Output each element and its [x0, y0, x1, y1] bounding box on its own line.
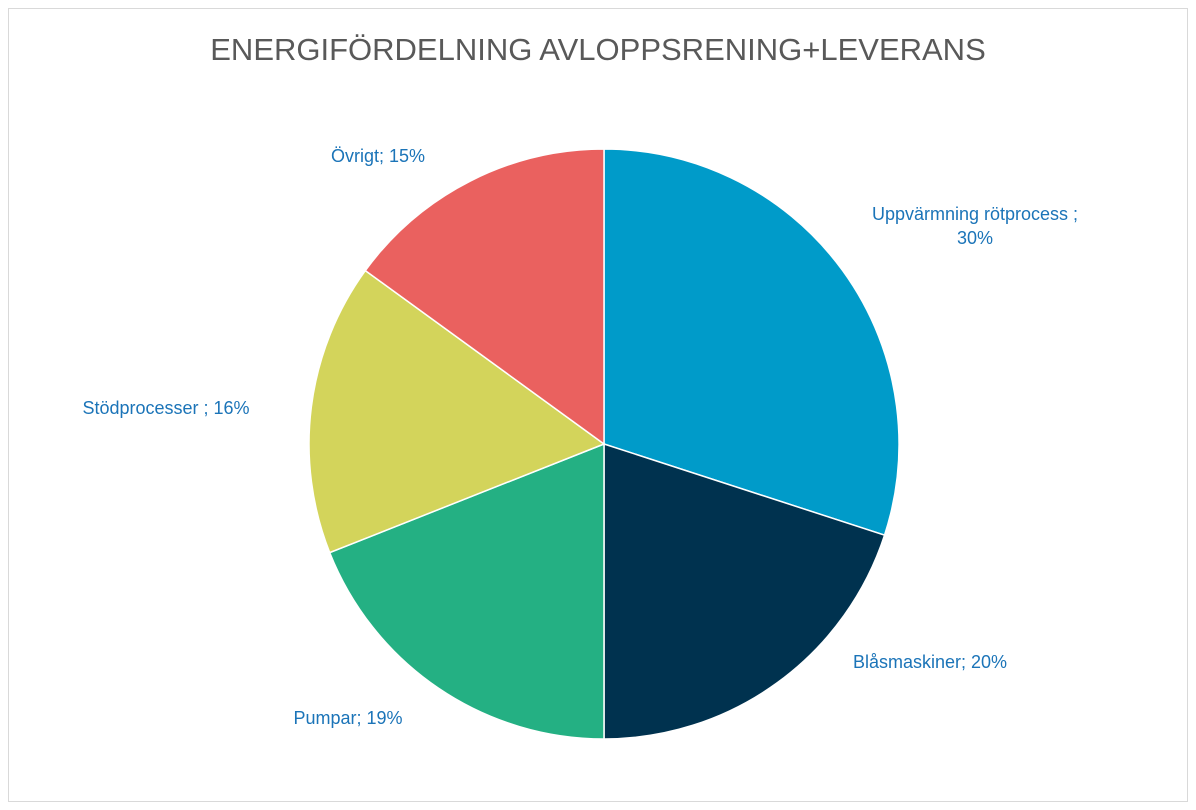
pie-slice — [308, 269, 606, 554]
data-label: Stödprocesser ; 16% — [82, 398, 250, 418]
data-label: Blåsmaskiner; 20% — [852, 652, 1008, 672]
data-label: Pumpar; 19% — [293, 708, 403, 728]
pie-slice — [603, 442, 886, 740]
pie-slice — [603, 148, 900, 537]
chart-title: ENERGIFÖRDELNING AVLOPPSRENING+LEVERANS — [210, 32, 986, 67]
pie-slice — [328, 442, 605, 740]
data-label: Uppvärmning rötprocess ; 30% — [871, 204, 1079, 248]
pie — [308, 148, 900, 740]
pie-slice — [364, 148, 605, 446]
data-label: Övrigt; 15% — [330, 146, 426, 166]
